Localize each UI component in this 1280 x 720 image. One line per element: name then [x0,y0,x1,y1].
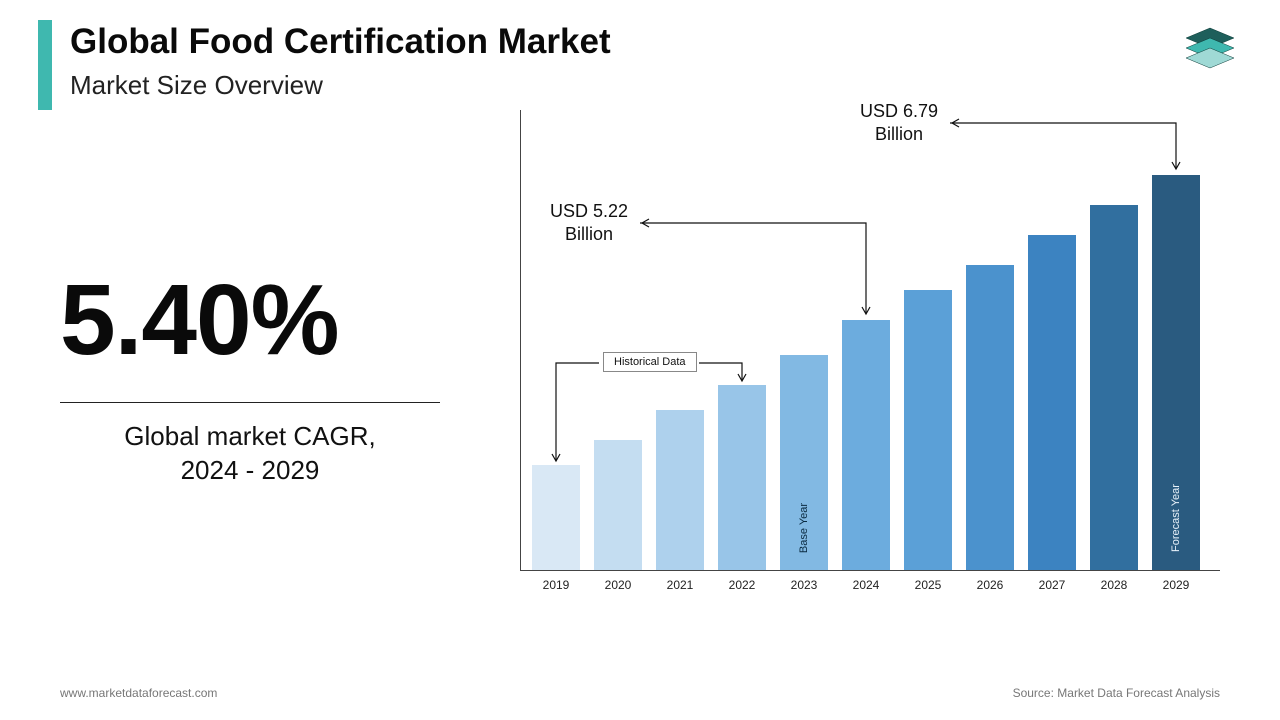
x-axis-label: 2020 [588,578,648,592]
footer-url: www.marketdataforecast.com [60,686,217,700]
page: Global Food Certification Market Market … [0,0,1280,720]
x-axis-label: 2027 [1022,578,1082,592]
callout-line2: Billion [875,124,923,144]
cagr-value: 5.40% [60,270,339,370]
page-subtitle: Market Size Overview [70,70,323,101]
brand-logo-icon [1180,20,1240,85]
callout-line2: Billion [565,224,613,244]
x-axis-label: 2028 [1084,578,1144,592]
chart-bar [842,320,890,570]
chart-bar: Forecast Year [1152,175,1200,570]
cagr-label-line1: Global market CAGR, [124,421,375,451]
callout-value-2024: USD 5.22 Billion [550,200,628,245]
x-axis-label: 2021 [650,578,710,592]
x-axis [520,570,1220,571]
x-axis-label: 2026 [960,578,1020,592]
historical-data-label: Historical Data [603,352,697,372]
chart-bar [1028,235,1076,570]
y-axis [520,110,521,570]
x-axis-label: 2019 [526,578,586,592]
accent-bar [38,20,52,110]
forecast-year-label: Forecast Year [1170,484,1182,552]
chart-bar [1090,205,1138,570]
chart-bar [718,385,766,570]
chart-bar [594,440,642,570]
callout-line1: USD 6.79 [860,101,938,121]
x-axis-label: 2022 [712,578,772,592]
x-axis-label: 2023 [774,578,834,592]
x-axis-label: 2025 [898,578,958,592]
chart-bar [904,290,952,570]
x-axis-label: 2024 [836,578,896,592]
cagr-label-line2: 2024 - 2029 [181,455,320,485]
bar-chart: 2019202020212022Base Year202320242025202… [520,110,1240,600]
footer-source: Source: Market Data Forecast Analysis [1013,686,1220,700]
chart-bar [656,410,704,570]
x-axis-label: 2029 [1146,578,1206,592]
divider [60,402,440,403]
callout-value-2029: USD 6.79 Billion [860,100,938,145]
chart-bar: Base Year [780,355,828,570]
chart-bar [966,265,1014,570]
cagr-label: Global market CAGR, 2024 - 2029 [60,420,440,488]
base-year-label: Base Year [798,503,810,553]
chart-bar [532,465,580,570]
callout-line1: USD 5.22 [550,201,628,221]
page-title: Global Food Certification Market [70,22,611,62]
